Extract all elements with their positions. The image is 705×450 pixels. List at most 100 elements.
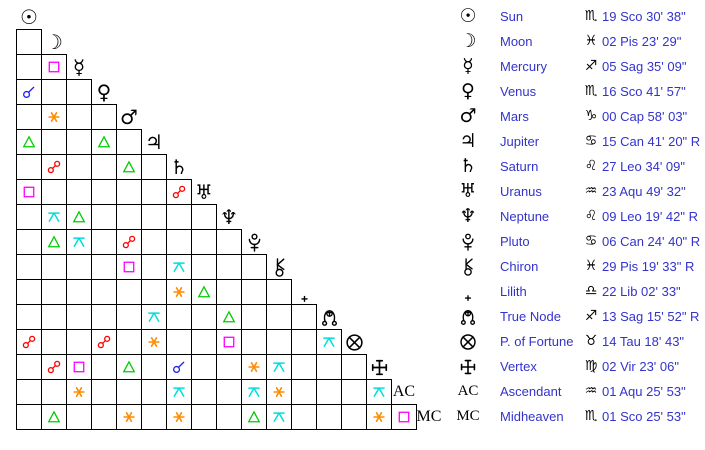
mercury-icon: ☿ bbox=[72, 55, 86, 79]
diagonal-true-node-glyph bbox=[316, 304, 342, 330]
mars-icon: ♂ bbox=[120, 105, 138, 129]
legend-point-name: Moon bbox=[500, 34, 533, 49]
chiron-icon bbox=[464, 257, 473, 276]
ascendant-label: AC bbox=[457, 383, 479, 399]
aspect-cell-chiron-moon bbox=[41, 254, 67, 280]
aquarius-sign-icon: ♒ bbox=[584, 383, 598, 399]
legend-point-name: Venus bbox=[500, 84, 537, 99]
legend-row-ascendant: AC Ascendant ♒ 01 Aqu 25' 53" bbox=[0, 379, 705, 404]
legend-position-value: 19 Sco 30' 38" bbox=[602, 9, 686, 24]
legend-true-node-glyph bbox=[455, 304, 481, 329]
opposition-aspect-icon bbox=[172, 185, 186, 199]
conjunction-aspect-icon bbox=[23, 86, 35, 98]
moon-icon: ☽ bbox=[459, 30, 477, 52]
cancer-sign-icon: ♋ bbox=[584, 233, 598, 249]
legend-position-value: 27 Leo 34' 09" bbox=[602, 159, 686, 174]
moon-icon: ☽ bbox=[45, 30, 63, 54]
legend-uranus-glyph: ♅ bbox=[455, 179, 481, 204]
aspect-cell-vertex-true-node bbox=[316, 354, 342, 380]
opposition-aspect-icon bbox=[47, 160, 61, 174]
libra-sign-icon: ♎ bbox=[584, 283, 598, 299]
uranus-icon: ♅ bbox=[459, 180, 477, 202]
aspect-cell-midheaven-fortune bbox=[341, 404, 367, 430]
scorpio-sign-icon: ♏ bbox=[584, 83, 598, 99]
scorpio-sign-icon: ♏ bbox=[584, 8, 598, 24]
diagonal-saturn-glyph: ♄ bbox=[166, 154, 192, 180]
legend-row-uranus: ♅ Uranus ♒ 23 Aqu 49' 32" bbox=[0, 179, 705, 204]
legend-row-lilith: Lilith ♎ 22 Lib 02' 33" bbox=[0, 279, 705, 304]
legend-midheaven-glyph: MC bbox=[455, 404, 481, 429]
quincunx-aspect-icon bbox=[273, 412, 285, 422]
legend-pluto-glyph bbox=[455, 229, 481, 254]
legend-saturn-glyph: ♄ bbox=[455, 154, 481, 179]
aspect-cell-true-node-mercury bbox=[66, 304, 92, 330]
square-aspect-icon bbox=[223, 336, 235, 348]
legend-sun-glyph: ☉ bbox=[455, 4, 481, 29]
mars-icon: ♂ bbox=[459, 105, 477, 127]
legend-vertex-glyph bbox=[455, 354, 481, 379]
legend-row-midheaven: MC Midheaven ♏ 01 Sco 25' 53" bbox=[0, 404, 705, 429]
aspect-cell-uranus-mercury bbox=[66, 179, 92, 205]
aspect-cell-uranus-saturn bbox=[166, 179, 192, 205]
legend-position-value: 15 Can 41' 20" R bbox=[602, 134, 701, 149]
diagonal-lilith-glyph bbox=[291, 279, 317, 305]
square-aspect-icon bbox=[23, 186, 35, 198]
conjunction-aspect-icon bbox=[173, 361, 185, 373]
neptune-icon: ♆ bbox=[220, 205, 238, 229]
aspect-cell-moon-sun bbox=[16, 29, 42, 55]
diagonal-chiron-glyph bbox=[266, 254, 292, 280]
mercury-icon: ☿ bbox=[462, 55, 474, 77]
legend-row-moon: ☽ Moon ♓ 02 Pis 23' 29" bbox=[0, 29, 705, 54]
aspect-cell-lilith-saturn bbox=[166, 279, 192, 305]
taurus-sign-icon: ♉ bbox=[584, 333, 598, 349]
legend-position-value: 05 Sag 35' 09" bbox=[602, 59, 687, 74]
diagonal-uranus-glyph: ♅ bbox=[191, 179, 217, 205]
sun-icon: ☉ bbox=[459, 5, 477, 27]
aspect-cell-mercury-sun bbox=[16, 54, 42, 80]
sextile-aspect-icon bbox=[123, 412, 135, 422]
aspect-cell-vertex-moon bbox=[41, 354, 67, 380]
aspect-cell-saturn-jupiter bbox=[141, 154, 167, 180]
midheaven-label: MC bbox=[416, 408, 442, 425]
aspect-cell-vertex-chiron bbox=[266, 354, 292, 380]
aspect-cell-chiron-uranus bbox=[191, 254, 217, 280]
vertex-icon bbox=[371, 359, 387, 375]
aspect-cell-saturn-venus bbox=[91, 154, 117, 180]
legend-neptune-glyph: ♆ bbox=[455, 204, 481, 229]
square-aspect-icon bbox=[48, 61, 60, 73]
quincunx-aspect-icon bbox=[173, 387, 185, 397]
legend-ascendant-glyph: AC bbox=[455, 379, 481, 404]
sextile-aspect-icon bbox=[173, 287, 185, 297]
legend-point-name: Sun bbox=[500, 9, 524, 24]
aspect-cell-midheaven-neptune bbox=[216, 404, 242, 430]
aspect-cell-midheaven-moon bbox=[41, 404, 67, 430]
legend-position-value: 09 Leo 19' 42" R bbox=[602, 209, 699, 224]
diagonal-moon-glyph: ☽ bbox=[41, 29, 67, 55]
quincunx-aspect-icon bbox=[173, 262, 185, 272]
sagittarius-sign-icon: ♐ bbox=[584, 58, 598, 74]
aspect-cell-midheaven-chiron bbox=[266, 404, 292, 430]
aspect-cell-true-node-sun bbox=[16, 304, 42, 330]
aspect-cell-true-node-chiron bbox=[266, 304, 292, 330]
trine-aspect-icon bbox=[197, 285, 211, 298]
sextile-aspect-icon bbox=[248, 362, 260, 372]
aspect-cell-lilith-uranus bbox=[191, 279, 217, 305]
diagonal-neptune-glyph: ♆ bbox=[216, 204, 242, 230]
sagittarius-sign-icon: ♐ bbox=[584, 308, 598, 324]
legend-position-value: 22 Lib 02' 33" bbox=[602, 284, 681, 299]
trine-aspect-icon bbox=[47, 410, 61, 423]
saturn-icon: ♄ bbox=[170, 155, 188, 179]
legend-point-name: P. of Fortune bbox=[500, 334, 574, 349]
square-aspect-icon bbox=[123, 261, 135, 273]
aspect-cell-fortune-jupiter bbox=[141, 329, 167, 355]
opposition-aspect-icon bbox=[97, 335, 111, 349]
sextile-aspect-icon bbox=[148, 337, 160, 347]
legend-row-true-node: True Node ♐ 13 Sag 15' 52" R bbox=[0, 304, 705, 329]
legend-point-name: Pluto bbox=[500, 234, 530, 249]
legend-row-mercury: ☿ Mercury ♐ 05 Sag 35' 09" bbox=[0, 54, 705, 79]
aspect-cell-fortune-lilith bbox=[291, 329, 317, 355]
legend-position-value: 02 Pis 23' 29" bbox=[602, 34, 682, 49]
pisces-sign-icon: ♓ bbox=[584, 33, 598, 49]
aspect-cell-vertex-mercury bbox=[66, 354, 92, 380]
